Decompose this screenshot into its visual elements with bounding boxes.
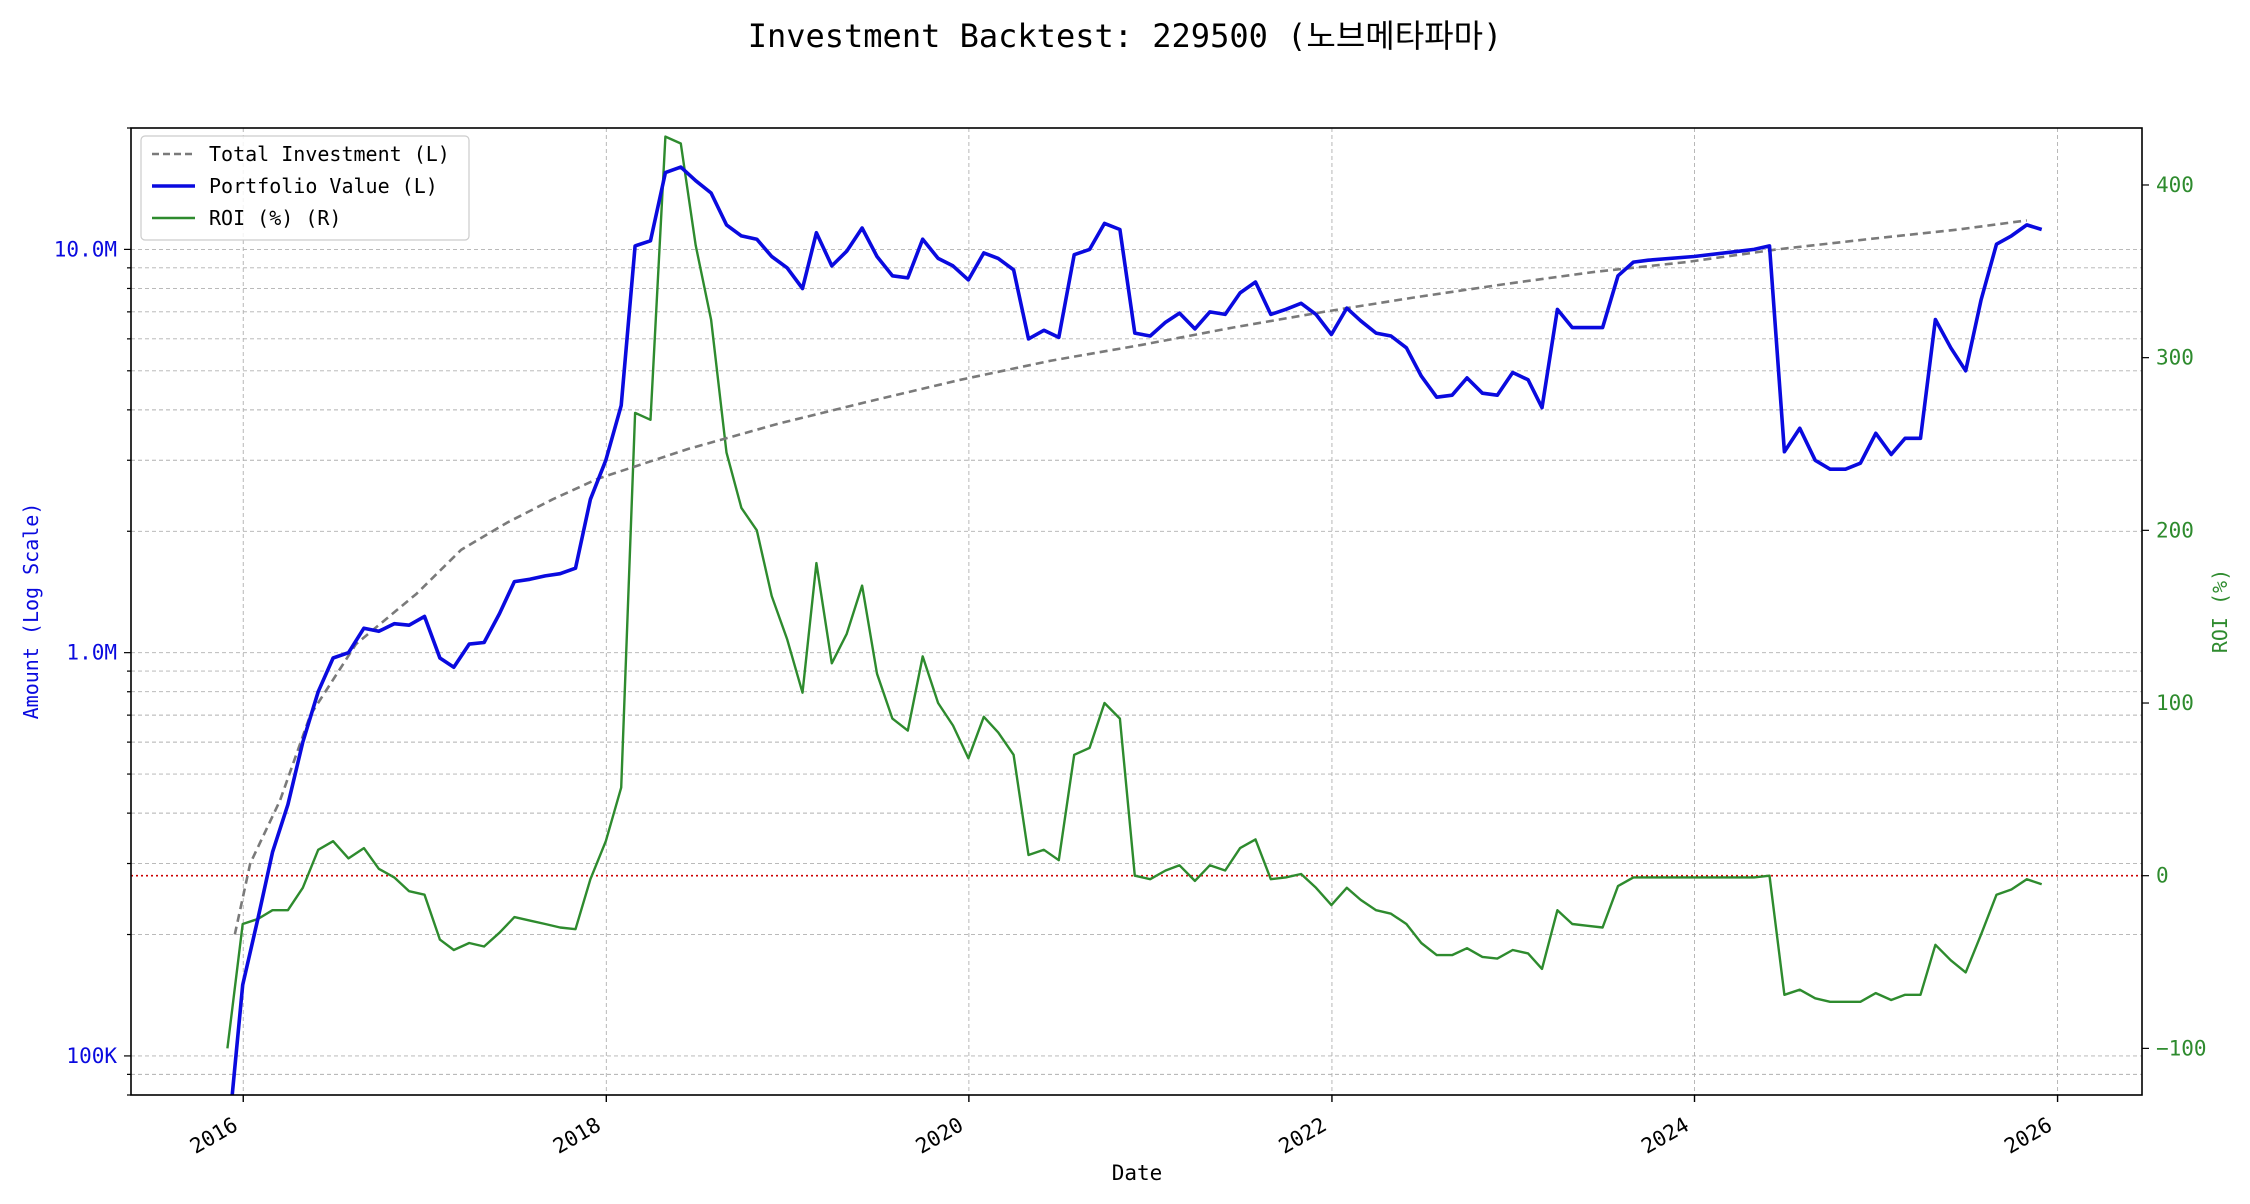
y-right-tick-label: −100 <box>2156 1036 2207 1060</box>
y-axis-left-label: Amount (Log Scale) <box>19 503 43 720</box>
legend-label-portfolio-value: Portfolio Value (L) <box>209 174 438 198</box>
y-left-tick-label: 100K <box>66 1044 117 1068</box>
x-tick-label: 2026 <box>2000 1113 2056 1159</box>
legend-label-total-investment: Total Investment (L) <box>209 142 450 166</box>
legend-box <box>140 135 470 241</box>
y-right-tick-label: 300 <box>2156 346 2194 370</box>
y-axis-right-label: ROI (%) <box>2208 569 2232 653</box>
x-axis-label: Date <box>1112 1161 1163 1185</box>
series-lines <box>226 135 2043 1095</box>
chart-title: Investment Backtest: 229500 (노브메타파마) <box>748 17 1503 55</box>
grid-lines <box>131 127 2142 1096</box>
x-tick-label: 2016 <box>186 1113 242 1159</box>
x-tick-label: 2018 <box>549 1113 605 1159</box>
x-tick-label: 2022 <box>1275 1113 1331 1159</box>
legend-label-roi: ROI (%) (R) <box>209 206 341 230</box>
x-tick-label: 2024 <box>1637 1113 1693 1159</box>
total-investment-line <box>233 219 2027 935</box>
axes: 2016 2018 2020 2022 2024 2026 100K 1.0M 10.0M −10… <box>54 127 2207 1159</box>
y-right-tick-label: 100 <box>2156 691 2194 715</box>
y-right-tick-label: 200 <box>2156 518 2194 542</box>
roi-line <box>226 135 2043 1049</box>
y-right-tick-label: 400 <box>2156 173 2194 197</box>
y-right-tick-label: 0 <box>2156 864 2169 888</box>
y-left-tick-label: 1.0M <box>66 641 117 665</box>
portfolio-value-line <box>230 165 2043 1095</box>
x-tick-label: 2020 <box>912 1113 968 1159</box>
plot-frame <box>130 127 2143 1096</box>
y-left-tick-label: 10.0M <box>54 237 117 261</box>
legend: Total Investment (L) Portfolio Value (L)… <box>140 135 470 241</box>
